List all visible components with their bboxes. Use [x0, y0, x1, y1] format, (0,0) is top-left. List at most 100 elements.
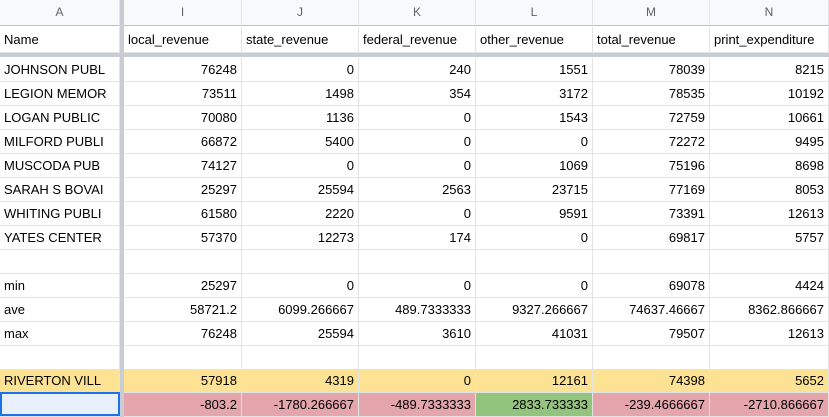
- column-header-j[interactable]: J: [242, 0, 359, 26]
- cell-total-revenue[interactable]: 74398: [593, 369, 710, 393]
- cell-local-revenue[interactable]: 70080: [124, 106, 242, 130]
- empty-cell[interactable]: [359, 346, 476, 370]
- empty-cell[interactable]: [359, 250, 476, 274]
- header-cell-federal-revenue[interactable]: federal_revenue: [359, 27, 476, 53]
- cell-local-revenue[interactable]: 25297: [124, 178, 242, 202]
- cell-total-revenue[interactable]: 77169: [593, 178, 710, 202]
- cell-total-revenue[interactable]: 75196: [593, 154, 710, 178]
- empty-cell[interactable]: [710, 250, 829, 274]
- cell-print-expenditure[interactable]: 5757: [710, 226, 829, 250]
- stat-label[interactable]: ave: [0, 298, 120, 322]
- stat-other-revenue[interactable]: 41031: [476, 322, 593, 346]
- cell-other-revenue[interactable]: 9591: [476, 202, 593, 226]
- cell-local-revenue[interactable]: 66872: [124, 130, 242, 154]
- column-header-n[interactable]: N: [710, 0, 829, 26]
- cell-federal-revenue[interactable]: 2563: [359, 178, 476, 202]
- diff-federal-revenue[interactable]: -489.7333333: [359, 393, 476, 417]
- header-cell-name[interactable]: Name: [0, 27, 120, 53]
- cell-federal-revenue[interactable]: 354: [359, 82, 476, 106]
- stat-print-expenditure[interactable]: 12613: [710, 322, 829, 346]
- cell-local-revenue[interactable]: 76248: [124, 58, 242, 82]
- cell-print-expenditure[interactable]: 10661: [710, 106, 829, 130]
- stat-federal-revenue[interactable]: 0: [359, 274, 476, 298]
- cell-name[interactable]: RIVERTON VILL: [0, 369, 120, 393]
- column-header-m[interactable]: M: [593, 0, 710, 26]
- frozen-row-divider[interactable]: [0, 53, 829, 57]
- cell-local-revenue[interactable]: 74127: [124, 154, 242, 178]
- cell-local-revenue[interactable]: 73511: [124, 82, 242, 106]
- empty-cell[interactable]: [124, 250, 242, 274]
- cell-print-expenditure[interactable]: 9495: [710, 130, 829, 154]
- cell-name[interactable]: YATES CENTER: [0, 226, 120, 250]
- stat-total-revenue[interactable]: 69078: [593, 274, 710, 298]
- cell-state-revenue[interactable]: 2220: [242, 202, 359, 226]
- empty-cell[interactable]: [476, 346, 593, 370]
- diff-state-revenue[interactable]: -1780.266667: [242, 393, 359, 417]
- empty-cell[interactable]: [593, 346, 710, 370]
- cell-name[interactable]: LEGION MEMOR: [0, 82, 120, 106]
- stat-label[interactable]: min: [0, 274, 120, 298]
- cell-total-revenue[interactable]: 69817: [593, 226, 710, 250]
- cell-state-revenue[interactable]: 12273: [242, 226, 359, 250]
- cell-print-expenditure[interactable]: 10192: [710, 82, 829, 106]
- column-header-i[interactable]: I: [124, 0, 242, 26]
- cell-print-expenditure[interactable]: 8053: [710, 178, 829, 202]
- cell-print-expenditure[interactable]: 8698: [710, 154, 829, 178]
- cell-name[interactable]: MUSCODA PUB: [0, 154, 120, 178]
- empty-cell[interactable]: [710, 346, 829, 370]
- empty-cell[interactable]: [242, 250, 359, 274]
- cell-print-expenditure[interactable]: 5652: [710, 369, 829, 393]
- column-header-l[interactable]: L: [476, 0, 593, 26]
- cell-print-expenditure[interactable]: 12613: [710, 202, 829, 226]
- stat-total-revenue[interactable]: 79507: [593, 322, 710, 346]
- cell-state-revenue[interactable]: 25594: [242, 178, 359, 202]
- diff-other-revenue[interactable]: 2833.733333: [476, 393, 593, 417]
- empty-cell[interactable]: [476, 250, 593, 274]
- cell-other-revenue[interactable]: 1069: [476, 154, 593, 178]
- stat-other-revenue[interactable]: 0: [476, 274, 593, 298]
- column-header-k[interactable]: K: [359, 0, 476, 26]
- stat-print-expenditure[interactable]: 4424: [710, 274, 829, 298]
- cell-federal-revenue[interactable]: 0: [359, 106, 476, 130]
- cell-total-revenue[interactable]: 78039: [593, 58, 710, 82]
- empty-cell[interactable]: [242, 346, 359, 370]
- header-cell-total-revenue[interactable]: total_revenue: [593, 27, 710, 53]
- cell-federal-revenue[interactable]: 0: [359, 202, 476, 226]
- diff-total-revenue[interactable]: -239.4666667: [593, 393, 710, 417]
- cell-other-revenue[interactable]: 1543: [476, 106, 593, 130]
- column-header-a[interactable]: A: [0, 0, 120, 26]
- stat-print-expenditure[interactable]: 8362.866667: [710, 298, 829, 322]
- header-cell-print-expenditure[interactable]: print_expenditure: [710, 27, 829, 53]
- empty-cell[interactable]: [0, 346, 120, 370]
- stat-state-revenue[interactable]: 6099.266667: [242, 298, 359, 322]
- cell-total-revenue[interactable]: 72759: [593, 106, 710, 130]
- selected-cell[interactable]: [0, 392, 120, 416]
- empty-cell[interactable]: [593, 250, 710, 274]
- cell-state-revenue[interactable]: 0: [242, 154, 359, 178]
- stat-local-revenue[interactable]: 25297: [124, 274, 242, 298]
- cell-state-revenue[interactable]: 5400: [242, 130, 359, 154]
- stat-local-revenue[interactable]: 58721.2: [124, 298, 242, 322]
- cell-federal-revenue[interactable]: 0: [359, 130, 476, 154]
- stat-other-revenue[interactable]: 9327.266667: [476, 298, 593, 322]
- cell-federal-revenue[interactable]: 240: [359, 58, 476, 82]
- stat-total-revenue[interactable]: 74637.46667: [593, 298, 710, 322]
- cell-name[interactable]: JOHNSON PUBL: [0, 58, 120, 82]
- cell-local-revenue[interactable]: 61580: [124, 202, 242, 226]
- cell-local-revenue[interactable]: 57370: [124, 226, 242, 250]
- stat-state-revenue[interactable]: 25594: [242, 322, 359, 346]
- cell-other-revenue[interactable]: 3172: [476, 82, 593, 106]
- diff-local-revenue[interactable]: -803.2: [124, 393, 242, 417]
- cell-other-revenue[interactable]: 0: [476, 130, 593, 154]
- stat-federal-revenue[interactable]: 3610: [359, 322, 476, 346]
- cell-other-revenue[interactable]: 1551: [476, 58, 593, 82]
- cell-other-revenue[interactable]: 23715: [476, 178, 593, 202]
- cell-name[interactable]: LOGAN PUBLIC: [0, 106, 120, 130]
- stat-state-revenue[interactable]: 0: [242, 274, 359, 298]
- header-cell-other-revenue[interactable]: other_revenue: [476, 27, 593, 53]
- empty-cell[interactable]: [124, 346, 242, 370]
- empty-cell[interactable]: [0, 250, 120, 274]
- cell-local-revenue[interactable]: 57918: [124, 369, 242, 393]
- header-cell-state-revenue[interactable]: state_revenue: [242, 27, 359, 53]
- cell-state-revenue[interactable]: 0: [242, 58, 359, 82]
